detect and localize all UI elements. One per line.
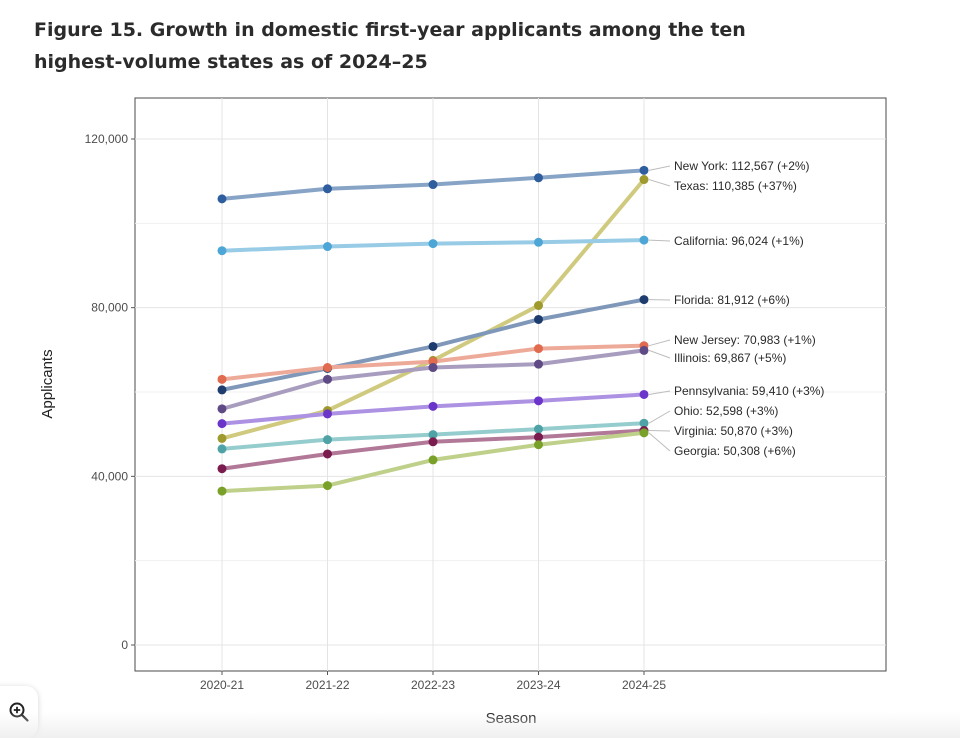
y-axis-title: Applicants [39, 349, 56, 418]
data-point-new-jersey [323, 363, 332, 373]
leader-line-ohio [648, 410, 671, 424]
grid-lines [135, 98, 886, 671]
end-label-florida: Florida: 81,912 (+6%) [674, 293, 790, 307]
data-point-ohio [428, 430, 438, 440]
data-point-california [217, 246, 227, 256]
zoom-button[interactable] [0, 686, 38, 738]
data-point-florida [217, 385, 227, 395]
data-point-new-york [428, 180, 438, 190]
data-point-georgia [217, 486, 227, 496]
data-point-florida [534, 314, 543, 324]
data-point-florida [428, 341, 438, 351]
data-point-virginia [323, 449, 332, 459]
end-labels: New York: 112,567 (+2%) Texas: 110,385 (+… [648, 159, 824, 458]
data-point-new-jersey [534, 344, 543, 354]
end-label-pennsylvania: Pennsylvania: 59,410 (+3%) [674, 384, 824, 398]
leader-line-illinois [648, 349, 671, 359]
data-point-georgia [428, 455, 438, 465]
data-point-texas [534, 301, 543, 311]
data-point-california [639, 235, 649, 245]
data-point-pennsylvania [639, 389, 649, 399]
data-point-illinois [217, 404, 227, 414]
leader-line-virginia [648, 429, 671, 432]
y-tick-label: 80,000 [91, 301, 128, 315]
zoom-in-icon [9, 702, 29, 722]
page-title: Figure 15. Growth in domestic first-year… [34, 19, 746, 73]
data-point-illinois [534, 359, 543, 369]
end-label-new-york: New York: 112,567 (+2%) [674, 159, 810, 173]
x-tick-label: 2021-22 [305, 678, 349, 692]
data-point-new-york [534, 173, 543, 183]
leader-line-california [648, 239, 671, 242]
end-label-ohio: Ohio: 52,598 (+3%) [674, 404, 778, 418]
y-tick-label: 40,000 [91, 469, 128, 483]
data-point-georgia [323, 481, 332, 491]
leader-line-texas [648, 179, 671, 187]
data-point-california [534, 237, 543, 247]
data-point-florida [639, 295, 649, 305]
data-point-texas [639, 175, 649, 185]
axes: 0 40,000 80,000 120,000 2020-21 2021-22 2022-2… [85, 132, 667, 692]
data-point-virginia [534, 432, 543, 442]
x-tick-label: 2022-23 [411, 678, 455, 692]
data-point-ohio [534, 424, 543, 434]
data-point-california [323, 242, 332, 252]
y-tick-label: 120,000 [85, 132, 129, 146]
data-point-new-york [639, 165, 649, 175]
data-point-pennsylvania [534, 396, 543, 406]
leader-line-new-york [648, 165, 671, 171]
data-point-new-york [217, 194, 227, 204]
end-label-virginia: Virginia: 50,870 (+3%) [674, 424, 793, 438]
data-point-california [428, 239, 438, 249]
x-tick-label: 2023-24 [516, 678, 560, 692]
data-point-illinois [323, 374, 332, 384]
x-tick-label: 2020-21 [200, 678, 244, 692]
data-point-ohio [217, 444, 227, 454]
x-tick-label: 2024-25 [622, 678, 666, 692]
data-point-pennsylvania [217, 419, 227, 429]
leader-line-pennsylvania [648, 390, 671, 395]
data-point-ohio [639, 418, 649, 428]
data-point-virginia [217, 464, 227, 474]
data-point-new-jersey [217, 374, 227, 384]
data-point-texas [217, 433, 227, 443]
data-point-illinois [428, 363, 438, 373]
end-label-new-jersey: New Jersey: 70,983 (+1%) [674, 333, 816, 347]
data-point-pennsylvania [323, 409, 332, 419]
data-point-georgia [639, 428, 649, 438]
data-point-ohio [323, 435, 332, 445]
end-label-illinois: Illinois: 69,867 (+5%) [674, 351, 786, 365]
leader-line-new-jersey [648, 339, 671, 347]
data-point-illinois [639, 345, 649, 355]
end-label-california: California: 96,024 (+1%) [674, 234, 804, 248]
end-label-georgia: Georgia: 50,308 (+6%) [674, 444, 796, 458]
leader-line-georgia [648, 432, 671, 452]
end-label-texas: Texas: 110,385 (+37%) [674, 179, 797, 193]
x-axis-title: Season [486, 710, 537, 727]
data-point-virginia [428, 437, 438, 447]
series-group [217, 165, 649, 496]
data-point-georgia [534, 440, 543, 450]
data-point-pennsylvania [428, 401, 438, 411]
y-tick-label: 0 [121, 638, 128, 652]
data-point-new-york [323, 184, 332, 194]
